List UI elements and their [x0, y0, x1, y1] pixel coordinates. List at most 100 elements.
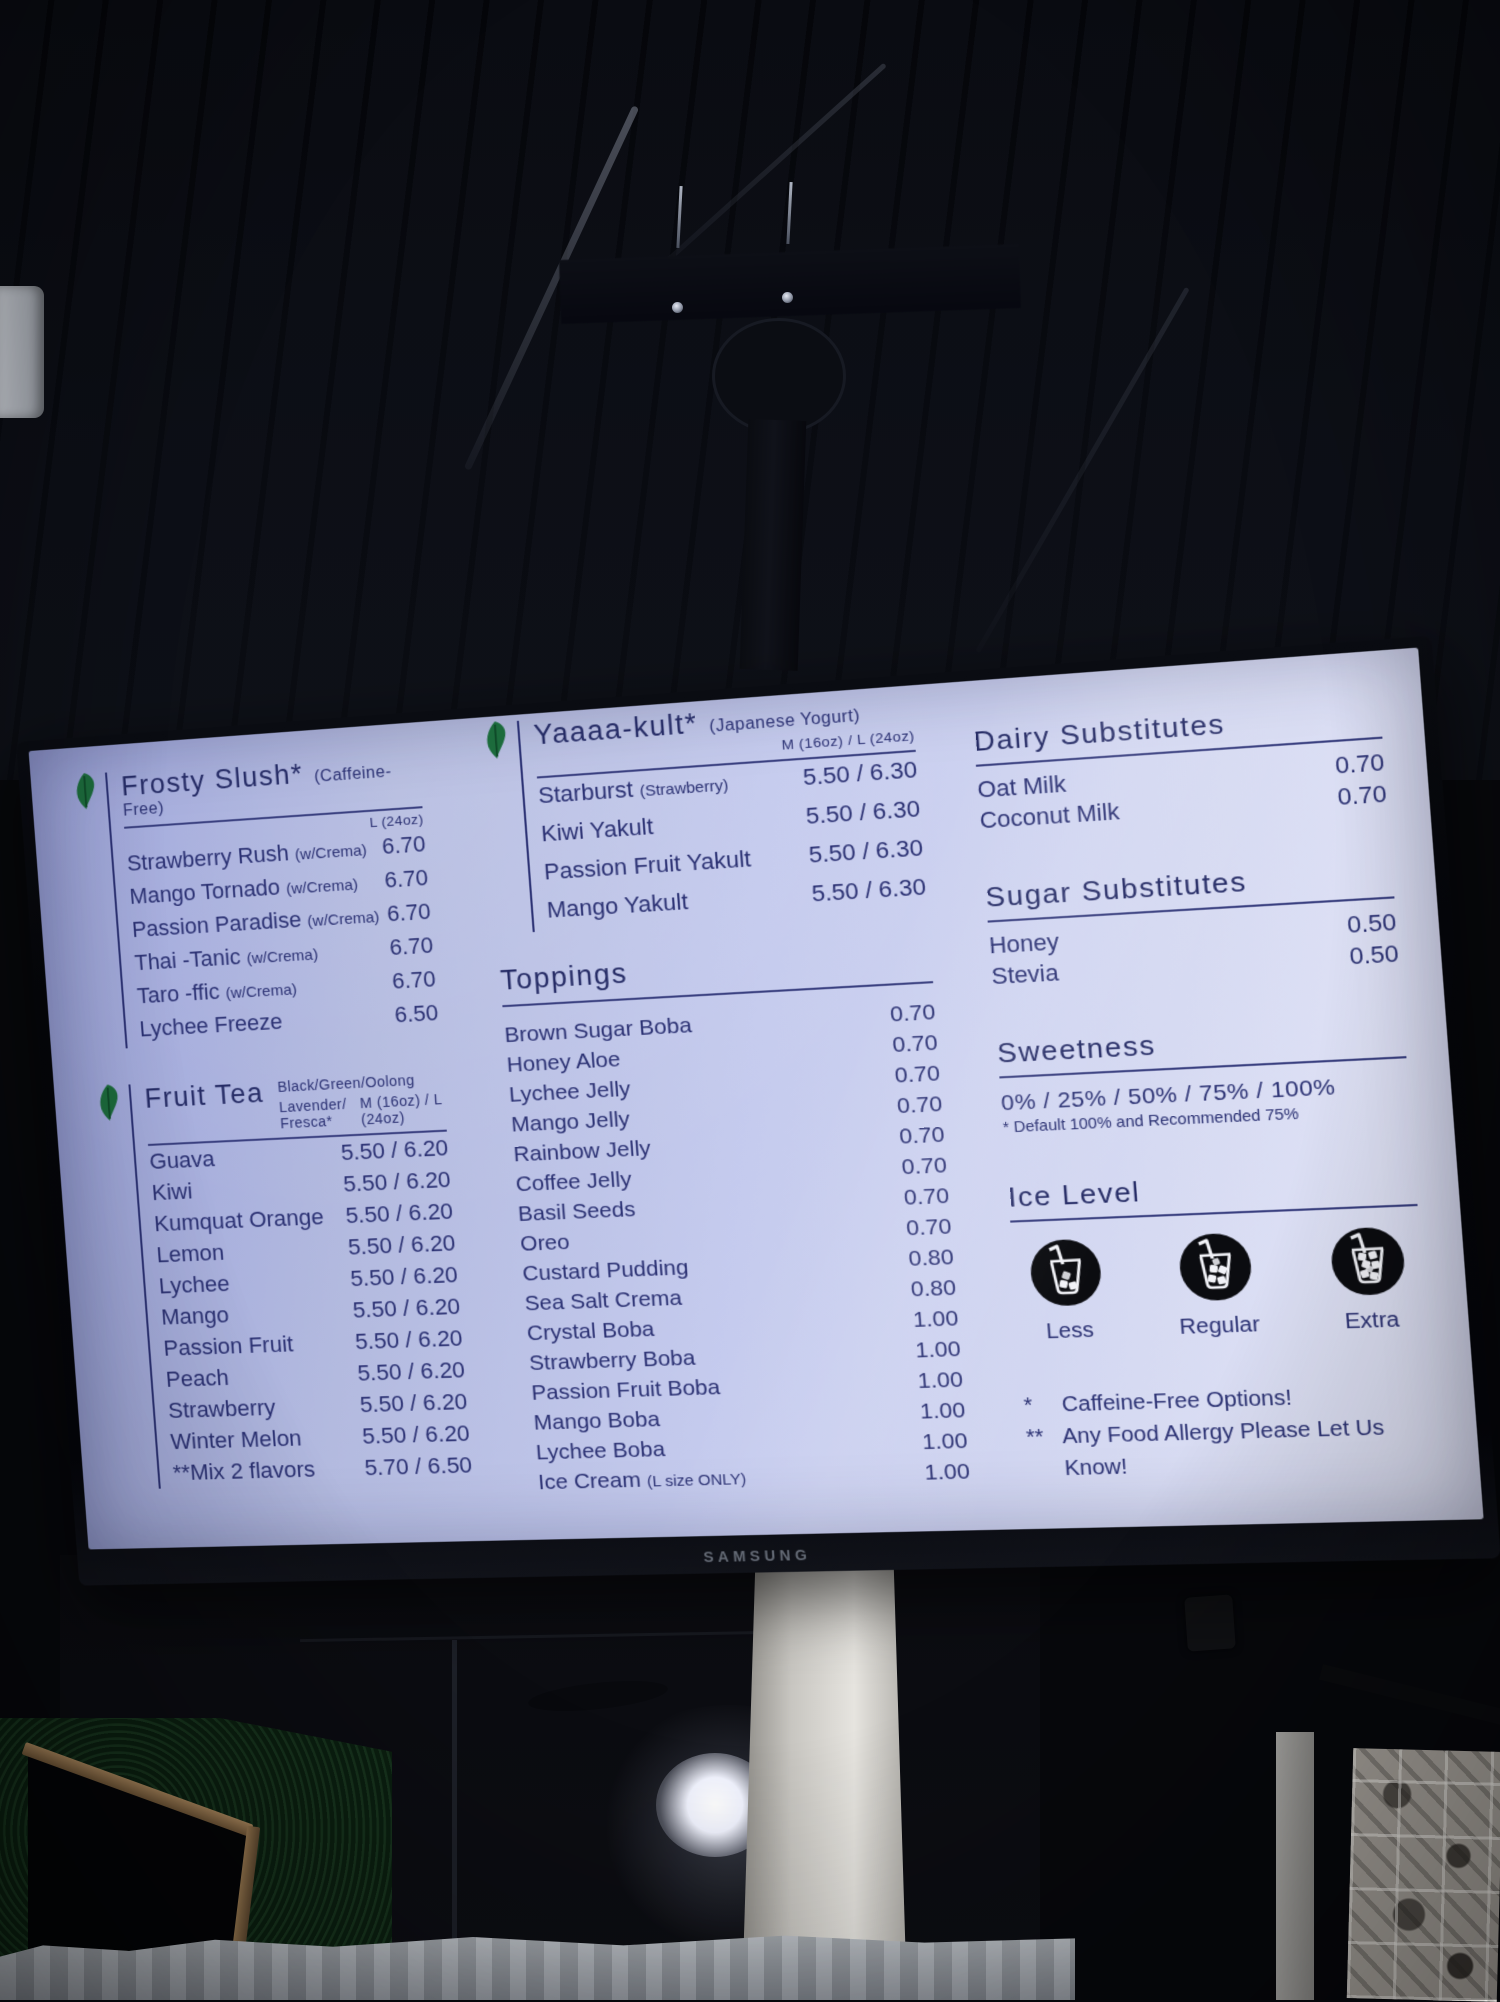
item-price: 6.70 — [381, 831, 427, 860]
item-price: 0.70 — [891, 1031, 939, 1058]
footnotes: * Caffeine-Free Options! ** Any Food All… — [1023, 1377, 1438, 1485]
menu-screen: Frosty Slush* (Caffeine-Free) L (24oz) S… — [28, 647, 1484, 1550]
item-list: Guava 5.50 / 6.20 Kiwi 5.50 / 6.20 Kumqu… — [148, 1132, 473, 1489]
item-price: 0.70 — [889, 1000, 937, 1028]
item-name: Mango Yakult — [546, 888, 689, 924]
item-name: Guava — [148, 1146, 216, 1175]
leaf-icon — [71, 771, 100, 816]
item-name: Oreo — [519, 1230, 571, 1257]
item-name: Mango — [160, 1302, 230, 1330]
item-note: (w/Crema) — [225, 981, 298, 1003]
item-price: 5.50 / 6.20 — [351, 1293, 462, 1323]
support-pillar — [742, 1568, 907, 2000]
ice-cup-less-icon — [1026, 1236, 1106, 1314]
section-sweetness: Sweetness 0% / 25% / 50% / 75% / 100% * … — [996, 1015, 1411, 1136]
ice-cup-extra-icon — [1327, 1224, 1410, 1304]
footnote-text: Any Food Allergy Please Let Us Know! — [1061, 1415, 1386, 1480]
item-price: 0.70 — [903, 1184, 951, 1211]
tea-types-line2: Lavender/ Fresca* M (16oz) / L (24oz) — [279, 1091, 447, 1132]
section-title: Dairy Substitutes — [972, 707, 1227, 757]
item-price: 6.50 — [393, 1000, 439, 1028]
ice-option-less: Less — [1016, 1235, 1118, 1345]
section-header: Fruit Tea Black/Green/Oolong Lavender/ F… — [144, 1068, 447, 1138]
section-ice-level: Ice Level — [1007, 1163, 1427, 1345]
item-price: 0.70 — [893, 1061, 941, 1089]
item-note: (L size ONLY) — [646, 1470, 747, 1492]
item-list: Strawberry Rush (w/Crema) 6.70 Mango Tor… — [126, 829, 439, 1048]
item-price: 0.70 — [896, 1092, 944, 1119]
item-note: (w/Crema) — [285, 876, 359, 899]
ice-option-regular: Regular — [1165, 1229, 1269, 1340]
item-name: Rainbow Jelly — [512, 1136, 652, 1167]
item-price: 5.70 / 6.50 — [363, 1452, 474, 1481]
item-name: Sea Salt Crema — [523, 1286, 683, 1316]
item-name: Winter Melon — [169, 1425, 303, 1455]
wall-corner-strip — [1276, 1732, 1314, 2000]
item-name: Basil Seeds — [517, 1197, 637, 1227]
footnote-marker: ** — [1025, 1425, 1045, 1450]
section-toppings: Toppings Brown Sugar Boba 0.70 Honey Alo… — [499, 940, 971, 1499]
speaker-box — [0, 286, 44, 418]
item-name: Lychee Boba — [535, 1437, 666, 1466]
ice-cup-regular-icon — [1175, 1230, 1256, 1309]
section-subtitle: (Japanese Yogurt) — [708, 707, 861, 737]
item-price: 1.00 — [921, 1429, 969, 1455]
item-note: (w/Crema) — [294, 841, 368, 865]
section-dairy-substitutes: Dairy Substitutes Oat Milk 0.70 Coconut … — [973, 696, 1388, 836]
item-price: 1.00 — [914, 1337, 962, 1364]
section-title: Frosty Slush* — [120, 758, 305, 802]
item-list: Honey 0.50 Stevia 0.50 — [988, 907, 1400, 992]
item-price: 5.50 / 6.30 — [810, 873, 927, 908]
item-price: 5.50 / 6.20 — [354, 1325, 464, 1355]
leaf-icon — [481, 720, 512, 766]
mount-rod — [676, 185, 683, 249]
mount-rod — [786, 181, 793, 245]
item-price: 5.50 / 6.30 — [807, 834, 924, 869]
size-header: M (16oz) / L (24oz) — [359, 1091, 443, 1128]
leaf-icon — [95, 1083, 124, 1127]
thin-pole — [452, 1640, 457, 1970]
item-price: 1.00 — [916, 1368, 964, 1394]
item-price: 1.00 — [919, 1398, 967, 1425]
item-list: Brown Sugar Boba 0.70 Honey Aloe 0.70 Ly… — [504, 998, 971, 1499]
item-price: 0.70 — [1336, 780, 1388, 810]
wall-edge — [300, 1630, 770, 1643]
item-name: Lemon — [155, 1239, 226, 1268]
item-note: (Strawberry) — [639, 777, 730, 801]
item-name: Ice Cream (L size ONLY) — [537, 1468, 747, 1495]
menu-column-left: Frosty Slush* (Caffeine-Free) L (24oz) S… — [71, 750, 474, 1490]
ice-option-label: Less — [1045, 1318, 1095, 1344]
section-title: Toppings — [499, 958, 629, 997]
footnote: ** Any Food Allergy Please Let Us Know! — [1025, 1410, 1438, 1485]
section-fruit-tea: Fruit Tea Black/Green/Oolong Lavender/ F… — [99, 1068, 474, 1489]
item-price: 1.00 — [912, 1306, 960, 1333]
section-frosty-slush: Frosty Slush* (Caffeine-Free) L (24oz) S… — [75, 750, 440, 1049]
menu-column-middle: Yaaaa-kult* (Japanese Yogurt) M (16oz) /… — [481, 692, 971, 1499]
item-price: 5.50 / 6.20 — [339, 1134, 450, 1166]
ceiling-beam — [1319, 1664, 1500, 1728]
item-price: 1.00 — [923, 1459, 971, 1486]
item-price: 5.50 / 6.20 — [349, 1261, 459, 1292]
item-price: 0.50 — [1346, 908, 1398, 938]
section-sugar-substitutes: Sugar Substitutes Honey 0.50 Stevia — [984, 856, 1399, 993]
comic-collage-wall — [1346, 1748, 1500, 2002]
ice-option-label: Extra — [1344, 1307, 1401, 1334]
item-name: Stevia — [990, 959, 1060, 990]
section-title: Sweetness — [996, 1028, 1157, 1069]
tv-mount-pole — [739, 419, 807, 671]
item-note: (w/Crema) — [246, 946, 319, 968]
item-name: Passion Fruit — [162, 1331, 295, 1361]
item-price: 5.50 / 6.30 — [801, 756, 919, 791]
item-price: 0.80 — [909, 1276, 957, 1303]
item-price: 0.70 — [1334, 749, 1386, 779]
item-price: 6.70 — [386, 899, 432, 927]
item-name: Lychee Freeze — [138, 1009, 284, 1042]
item-price: 0.70 — [905, 1214, 953, 1241]
item-note: (w/Crema) — [306, 908, 381, 931]
item-price: 5.50 / 6.20 — [356, 1356, 466, 1387]
item-name: Strawberry — [167, 1394, 277, 1424]
tv-ceiling-mount — [712, 318, 846, 434]
item-price: 6.70 — [388, 933, 434, 961]
section-title: Fruit Tea — [143, 1077, 265, 1115]
item-name: Kiwi — [150, 1178, 194, 1206]
